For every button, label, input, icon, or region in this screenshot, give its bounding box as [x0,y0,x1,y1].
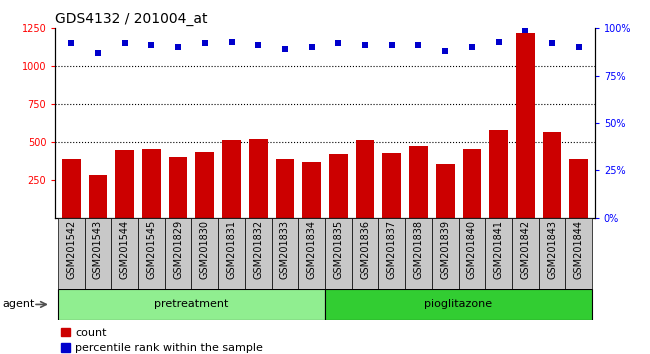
Text: GSM201543: GSM201543 [93,220,103,279]
Text: GSM201842: GSM201842 [520,220,530,279]
Bar [58,289,325,320]
Point [146,42,157,48]
Bar [516,33,535,218]
Legend: count, percentile rank within the sample: count, percentile rank within the sample [61,328,263,354]
Point [520,27,530,33]
Bar [325,289,592,320]
Text: GSM201833: GSM201833 [280,220,290,279]
Point [333,41,344,46]
Text: GSM201544: GSM201544 [120,220,130,279]
Point [280,46,290,52]
Point [200,41,210,46]
Bar [489,130,508,218]
Bar [115,149,134,218]
Point [66,41,77,46]
FancyBboxPatch shape [272,218,298,289]
Bar [62,159,81,218]
Text: GSM201844: GSM201844 [574,220,584,279]
FancyBboxPatch shape [164,218,192,289]
FancyBboxPatch shape [512,218,539,289]
Bar [436,164,454,218]
Bar [222,141,241,218]
FancyBboxPatch shape [486,218,512,289]
FancyBboxPatch shape [539,218,566,289]
Point [413,42,424,48]
Point [493,39,504,44]
Bar [249,139,268,218]
Bar [142,149,161,218]
Text: GSM201839: GSM201839 [440,220,450,279]
Text: GSM201832: GSM201832 [254,220,263,279]
FancyBboxPatch shape [138,218,164,289]
Text: GSM201831: GSM201831 [226,220,237,279]
Bar [356,141,374,218]
FancyBboxPatch shape [218,218,245,289]
Text: GSM201836: GSM201836 [360,220,370,279]
Text: agent: agent [3,299,35,309]
Point [440,48,450,54]
Bar [88,175,107,218]
Text: GSM201835: GSM201835 [333,220,343,279]
Point [226,39,237,44]
FancyBboxPatch shape [378,218,405,289]
FancyBboxPatch shape [405,218,432,289]
FancyBboxPatch shape [192,218,218,289]
Point [173,45,183,50]
Text: pioglitazone: pioglitazone [424,299,493,309]
Text: pretreatment: pretreatment [154,299,229,309]
Text: GSM201830: GSM201830 [200,220,210,279]
FancyBboxPatch shape [566,218,592,289]
FancyBboxPatch shape [352,218,378,289]
Bar [329,154,348,218]
Text: GSM201841: GSM201841 [493,220,504,279]
Bar [382,153,401,218]
Text: GDS4132 / 201004_at: GDS4132 / 201004_at [55,12,208,26]
Text: GSM201545: GSM201545 [146,220,157,279]
Point [387,42,397,48]
FancyBboxPatch shape [458,218,486,289]
Bar [302,162,321,218]
Text: GSM201838: GSM201838 [413,220,424,279]
Point [467,45,477,50]
Bar [463,149,481,218]
FancyBboxPatch shape [111,218,138,289]
FancyBboxPatch shape [84,218,111,289]
FancyBboxPatch shape [245,218,272,289]
Bar [569,159,588,218]
Text: GSM201837: GSM201837 [387,220,396,279]
FancyBboxPatch shape [432,218,458,289]
Point [573,45,584,50]
Bar [196,152,214,218]
FancyBboxPatch shape [325,218,352,289]
Bar [276,159,294,218]
Bar [543,132,562,218]
Point [93,50,103,56]
Text: GSM201542: GSM201542 [66,220,76,279]
Point [306,45,317,50]
Text: GSM201829: GSM201829 [173,220,183,279]
FancyBboxPatch shape [298,218,325,289]
Point [360,42,370,48]
FancyBboxPatch shape [58,218,84,289]
Point [253,42,263,48]
Point [547,41,557,46]
Text: GSM201834: GSM201834 [307,220,317,279]
Point [120,41,130,46]
Bar [409,147,428,218]
Text: GSM201840: GSM201840 [467,220,477,279]
Text: GSM201843: GSM201843 [547,220,557,279]
Bar [169,157,187,218]
